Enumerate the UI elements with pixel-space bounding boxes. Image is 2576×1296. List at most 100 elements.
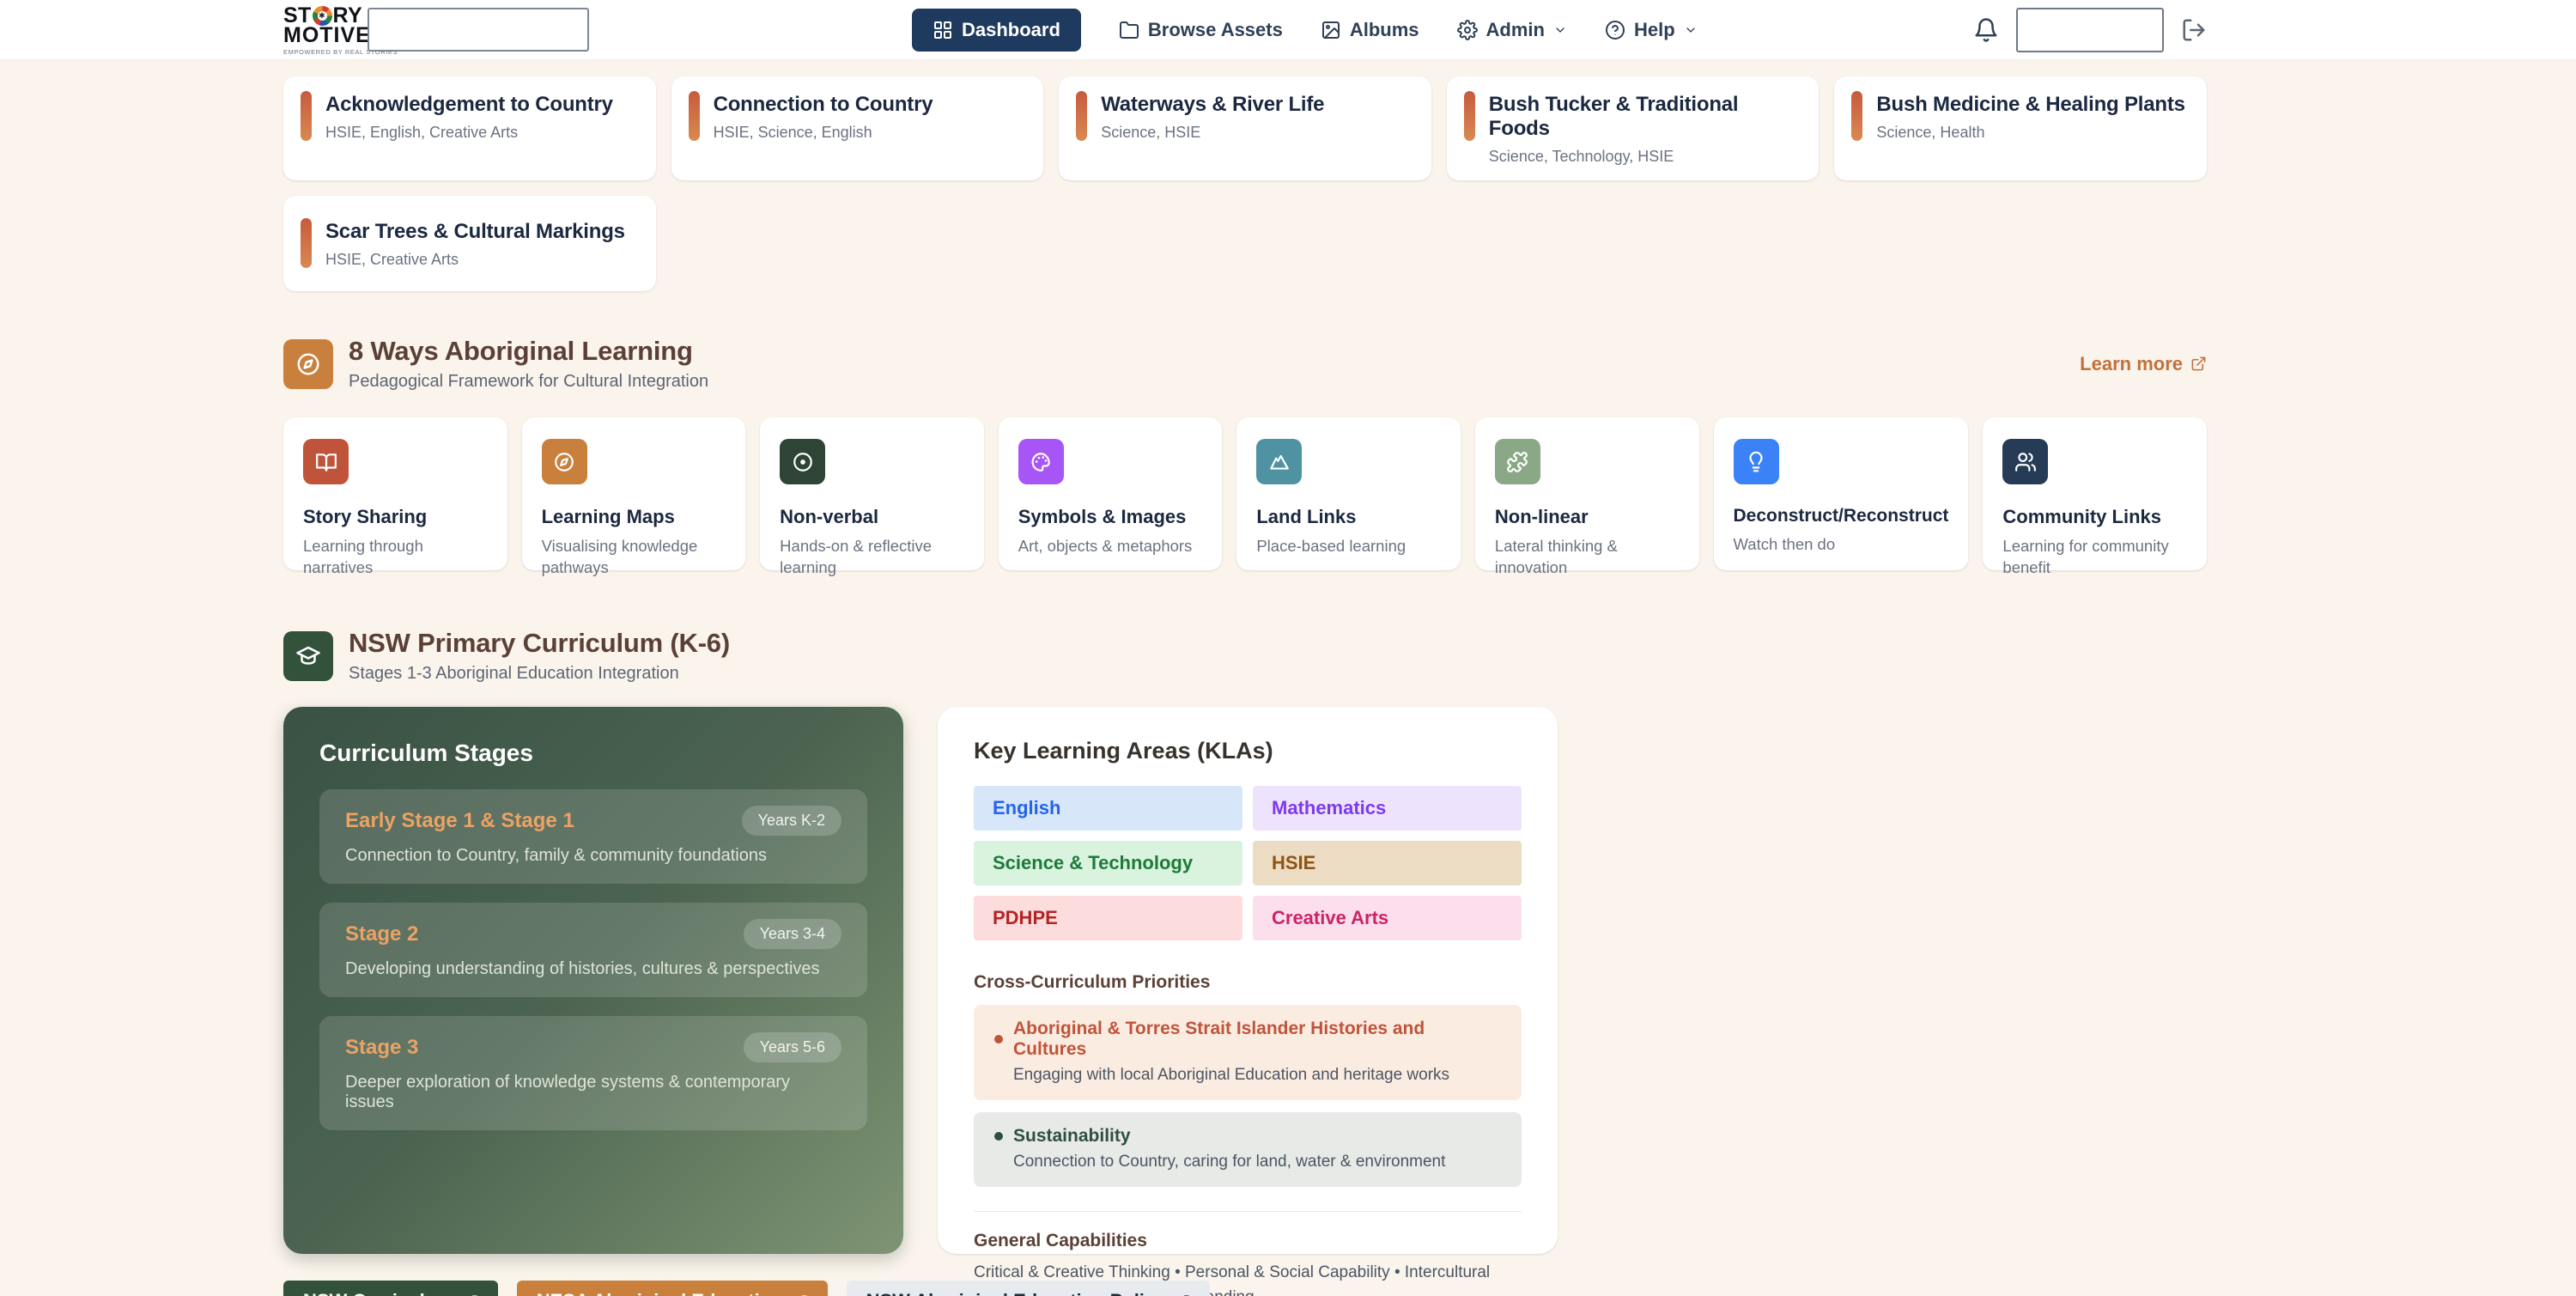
kla-panel: Key Learning Areas (KLAs) English Mathem… (938, 707, 1558, 1296)
bullet-dot (994, 1132, 1003, 1141)
nav-item-dashboard[interactable]: Dashboard (912, 9, 1081, 52)
kla-chip-pdhpe[interactable]: PDHPE (974, 896, 1242, 940)
way-desc: Hands-on & reflective learning (780, 537, 933, 576)
way-desc: Art, objects & metaphors (1018, 537, 1193, 555)
primary-nav: Dashboard Browse Assets Albums Admin (912, 0, 1698, 60)
way-title: Non-linear (1494, 506, 1589, 527)
kla-grid: English Mathematics Science & Technology… (974, 786, 1522, 940)
stage-years-badge: Years 5-6 (743, 1032, 841, 1062)
kla-chip-english[interactable]: English (974, 786, 1242, 831)
stage-desc: Developing understanding of histories, c… (345, 959, 820, 978)
folder-icon (1119, 20, 1139, 40)
top-navigation-bar: ST ✱ RY MOTIVE EMPOWERED BY REAL STORIES… (0, 0, 2576, 60)
way-desc: Place-based learning (1256, 537, 1406, 555)
lesson-card-bush-tucker[interactable]: Bush Tucker & Traditional Foods Science,… (1446, 76, 1820, 180)
external-link-icon (2190, 356, 2207, 372)
kla-chip-creative-arts[interactable]: Creative Arts (1253, 896, 1522, 940)
way-desc: Visualising knowledge pathways (541, 537, 698, 576)
accent-bar (1851, 91, 1863, 141)
way-card-symbols-images[interactable]: Symbols & Images Art, objects & metaphor… (998, 417, 1223, 570)
lesson-subjects: Science, Health (1876, 124, 1985, 141)
kla-panel-title: Key Learning Areas (KLAs) (974, 738, 1273, 764)
nesa-aboriginal-education-link-button[interactable]: NESA Aboriginal Education (516, 1281, 828, 1296)
lightbulb-icon (1733, 439, 1779, 484)
kla-chip-science-technology[interactable]: Science & Technology (974, 841, 1242, 885)
bullet-dot (994, 1035, 1003, 1043)
logo-text-motive: MOTIVE (283, 23, 371, 47)
priority-card-sustainability[interactable]: Sustainability Connection to Country, ca… (974, 1112, 1522, 1187)
logo-o-center: ✱ (317, 11, 327, 21)
compass-icon (541, 439, 587, 484)
nsw-curriculum-link-button[interactable]: NSW Curriculum (283, 1281, 498, 1296)
priority-desc: Connection to Country, caring for land, … (1013, 1153, 1446, 1171)
book-open-icon (303, 439, 349, 484)
nav-label: Help (1633, 19, 1675, 40)
way-card-deconstruct-reconstruct[interactable]: Deconstruct/Reconstruct Watch then do (1713, 417, 1969, 570)
cross-curriculum-priorities-title: Cross-Curriculum Priorities (974, 972, 1211, 992)
graduation-cap-icon (283, 630, 333, 681)
lesson-card-connection-to-country[interactable]: Connection to Country HSIE, Science, Eng… (671, 76, 1044, 180)
section-title: NSW Primary Curriculum (K-6) (349, 628, 730, 658)
help-circle-icon (1605, 20, 1625, 40)
lesson-card-scar-trees[interactable]: Scar Trees & Cultural Markings HSIE, Cre… (283, 196, 656, 291)
external-resource-links: NSW Curriculum NESA Aboriginal Education… (283, 1281, 2207, 1296)
nsw-aboriginal-education-policy-link-button[interactable]: NSW Aboriginal Education Policy (846, 1281, 1211, 1296)
logo-text-st: ST (283, 3, 312, 27)
way-title: Community Links (2002, 506, 2161, 527)
nav-item-admin[interactable]: Admin (1456, 19, 1567, 41)
header-account-box[interactable] (2016, 8, 2164, 52)
lesson-card-waterways-river-life[interactable]: Waterways & River Life Science, HSIE (1059, 76, 1431, 180)
button-label: NSW Aboriginal Education Policy (866, 1290, 1166, 1296)
nav-item-browse-assets[interactable]: Browse Assets (1119, 19, 1283, 41)
nav-item-albums[interactable]: Albums (1321, 19, 1419, 41)
chevron-down-icon (1684, 23, 1698, 37)
way-title: Deconstruct/Reconstruct (1733, 506, 1949, 526)
stage-card-early-stage-1[interactable]: Early Stage 1 & Stage 1 Years K-2 Connec… (319, 789, 867, 884)
storymotive-logo[interactable]: ST ✱ RY MOTIVE EMPOWERED BY REAL STORIES (283, 3, 398, 57)
way-card-non-verbal[interactable]: Non-verbal Hands-on & reflective learnin… (760, 417, 984, 576)
stage-years-badge: Years 3-4 (743, 919, 841, 949)
priority-card-aboriginal-histories[interactable]: Aboriginal & Torres Strait Islander Hist… (974, 1005, 1522, 1100)
lesson-card-bush-medicine[interactable]: Bush Medicine & Healing Plants Science, … (1834, 76, 2207, 180)
way-title: Non-verbal (780, 506, 879, 527)
learn-more-link[interactable]: Learn more (2080, 353, 2207, 375)
nav-item-help[interactable]: Help (1605, 19, 1698, 41)
nsw-curriculum-section: NSW Primary Curriculum (K-6) Stages 1-3 … (283, 628, 2207, 1296)
palette-icon (1018, 439, 1064, 484)
nsw-curriculum-header: NSW Primary Curriculum (K-6) Stages 1-3 … (283, 628, 2207, 684)
nav-label: Browse Assets (1147, 19, 1283, 40)
stage-card-stage-2[interactable]: Stage 2 Years 3-4 Developing understandi… (319, 903, 867, 997)
notification-bell-icon[interactable] (1973, 17, 1999, 43)
accent-bar (1076, 91, 1088, 141)
lesson-title: Waterways & River Life (1101, 93, 1325, 116)
lesson-title: Bush Tucker & Traditional Foods (1488, 93, 1739, 140)
header-search-input[interactable] (368, 8, 589, 52)
lesson-card-acknowledgement-to-country[interactable]: Acknowledgement to Country HSIE, English… (283, 76, 656, 180)
stage-card-stage-3[interactable]: Stage 3 Years 5-6 Deeper exploration of … (319, 1016, 867, 1130)
stages-panel-title: Curriculum Stages (319, 739, 533, 766)
image-icon (1321, 20, 1341, 40)
kla-chip-hsie[interactable]: HSIE (1253, 841, 1522, 885)
logo-wordmark: ST ✱ RY (283, 3, 398, 27)
logout-icon[interactable] (2181, 17, 2207, 43)
way-card-learning-maps[interactable]: Learning Maps Visualising knowledge path… (521, 417, 746, 576)
way-desc: Learning through narratives (303, 537, 423, 576)
logo-text-ry: RY (332, 3, 362, 27)
divider (974, 1211, 1522, 1212)
compass-icon (283, 338, 333, 389)
lesson-subjects: HSIE, Creative Arts (325, 251, 459, 268)
accent-bar (1463, 91, 1475, 141)
stage-name: Stage 3 (345, 1035, 419, 1059)
kla-chip-mathematics[interactable]: Mathematics (1253, 786, 1522, 831)
nav-label: Albums (1349, 19, 1419, 40)
way-card-story-sharing[interactable]: Story Sharing Learning through narrative… (283, 417, 507, 576)
way-card-community-links[interactable]: Community Links Learning for community b… (1983, 417, 2207, 576)
section-title: 8 Ways Aboriginal Learning (349, 336, 693, 366)
general-capabilities-title: General Capabilities (974, 1231, 1147, 1250)
featured-lessons-grid: Acknowledgement to Country HSIE, English… (283, 76, 2207, 291)
way-card-non-linear[interactable]: Non-linear Lateral thinking & innovation (1474, 417, 1699, 576)
lesson-title: Bush Medicine & Healing Plants (1876, 93, 2185, 116)
stage-name: Stage 2 (345, 922, 419, 946)
priority-title: Sustainability (1013, 1126, 1131, 1146)
way-card-land-links[interactable]: Land Links Place-based learning (1236, 417, 1461, 570)
